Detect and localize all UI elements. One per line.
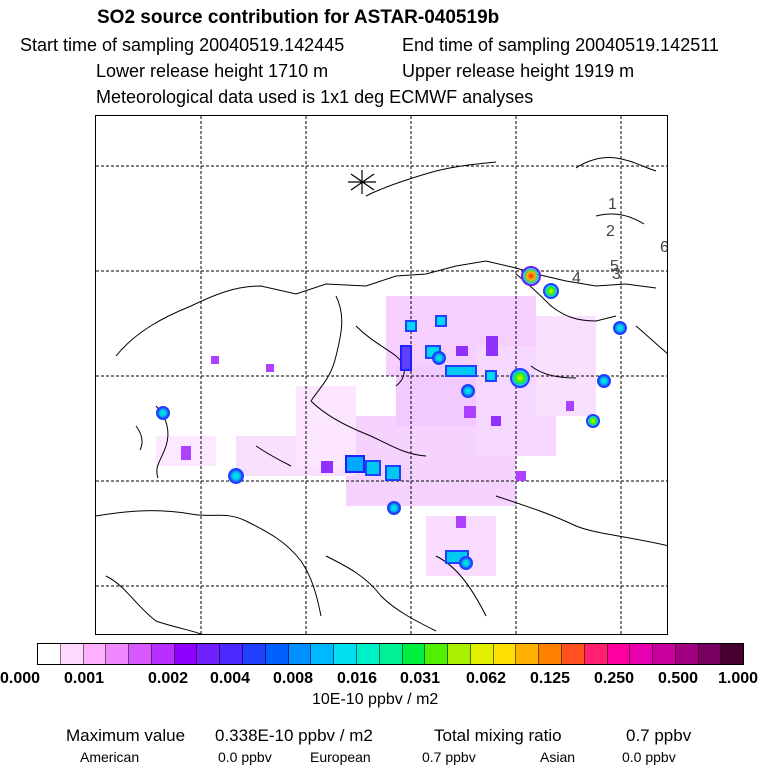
map-panel: 1 2 3 4 5 6 <box>95 115 668 635</box>
colorbar-segment-21 <box>516 644 540 664</box>
colorbar-segment-28 <box>675 644 699 664</box>
colorbar-tick-4: 0.008 <box>272 670 314 687</box>
american-label: American <box>80 749 140 765</box>
trajectory-label-3: 3 <box>612 266 621 283</box>
european-value: 0.7 ppbv <box>422 749 476 765</box>
colorbar-tick-3: 0.004 <box>209 670 251 687</box>
colorbar-segment-23 <box>561 644 585 664</box>
so2-cells <box>181 315 574 564</box>
colorbar-tick-2: 0.002 <box>147 670 189 687</box>
concentration-haze <box>156 296 596 576</box>
asian-label: Asian <box>540 749 576 765</box>
met-data-label: Meteorological data used is 1x1 deg ECMW… <box>96 87 534 107</box>
colorbar-segment-16 <box>402 644 426 664</box>
colorbar-segment-25 <box>607 644 631 664</box>
release-site-marker <box>348 170 376 194</box>
colorbar-tick-6: 0.031 <box>399 670 441 687</box>
colorbar-unit: 10E-10 ppbv / m2 <box>312 691 439 708</box>
trajectory-label-2: 2 <box>606 223 615 240</box>
colorbar-segment-7 <box>197 644 221 664</box>
colorbar-segment-26 <box>630 644 654 664</box>
colorbar-segment-29 <box>698 644 722 664</box>
trajectory-label-5: 5 <box>610 258 619 275</box>
max-value: 0.338E-10 ppbv / m2 <box>215 726 373 745</box>
colorbar-segment-27 <box>653 644 676 664</box>
colorbar-segment-19 <box>470 644 494 664</box>
colorbar-segment-20 <box>493 644 517 664</box>
colorbar-segment-14 <box>356 644 380 664</box>
map-gridlines <box>96 116 667 634</box>
colorbar-tick-0: 0.000 <box>0 670 41 687</box>
colorbar-segment-13 <box>334 644 357 664</box>
colorbar-tick-5: 0.016 <box>336 670 378 687</box>
colorbar-segment-24 <box>584 644 608 664</box>
colorbar-tick-9: 0.250 <box>593 670 635 687</box>
colorbar-segment-4 <box>129 644 152 664</box>
colorbar-tick-1: 0.001 <box>63 670 105 687</box>
colorbar-tick-11: 1.000 <box>717 670 759 687</box>
colorbar-tick-10: 0.500 <box>657 670 699 687</box>
colorbar-tick-8: 0.125 <box>529 670 571 687</box>
trajectory-label-6: 6 <box>660 239 668 256</box>
start-time-label: Start time of sampling 20040519.142445 <box>20 35 345 55</box>
european-label: European <box>310 749 371 765</box>
asian-value: 0.0 ppbv <box>622 749 676 765</box>
colorbar-segment-2 <box>83 644 107 664</box>
colorbar-segment-15 <box>379 644 403 664</box>
trajectory-label-4: 4 <box>572 270 581 287</box>
map-svg: 1 2 3 4 5 6 <box>96 116 668 634</box>
colorbar-segment-0 <box>38 644 61 664</box>
american-value: 0.0 ppbv <box>218 749 272 765</box>
colorbar <box>37 643 744 665</box>
colorbar-segment-12 <box>311 644 335 664</box>
colorbar-segment-22 <box>539 644 562 664</box>
colorbar-segment-18 <box>448 644 471 664</box>
lower-release-label: Lower release height 1710 m <box>96 61 329 81</box>
upper-release-label: Upper release height 1919 m <box>402 61 635 81</box>
total-mixing-value: 0.7 ppbv <box>626 726 692 745</box>
colorbar-segment-11 <box>288 644 312 664</box>
trajectory-labels: 1 2 3 4 5 6 <box>572 196 668 287</box>
trajectory-label-1: 1 <box>608 196 617 213</box>
so2-hotspots <box>156 266 627 570</box>
colorbar-tick-7: 0.062 <box>465 670 507 687</box>
colorbar-segment-6 <box>174 644 198 664</box>
chart-title: SO2 source contribution for ASTAR-040519… <box>97 7 500 28</box>
total-mixing-label: Total mixing ratio <box>434 726 562 745</box>
colorbar-segment-5 <box>151 644 175 664</box>
colorbar-segment-30 <box>721 644 744 664</box>
colorbar-segment-17 <box>425 644 449 664</box>
max-value-label: Maximum value <box>66 726 186 745</box>
colorbar-segment-9 <box>243 644 266 664</box>
colorbar-segment-10 <box>265 644 289 664</box>
end-time-label: End time of sampling 20040519.142511 <box>402 35 719 55</box>
colorbar-segment-3 <box>106 644 130 664</box>
colorbar-segment-8 <box>220 644 244 664</box>
colorbar-segment-1 <box>60 644 84 664</box>
